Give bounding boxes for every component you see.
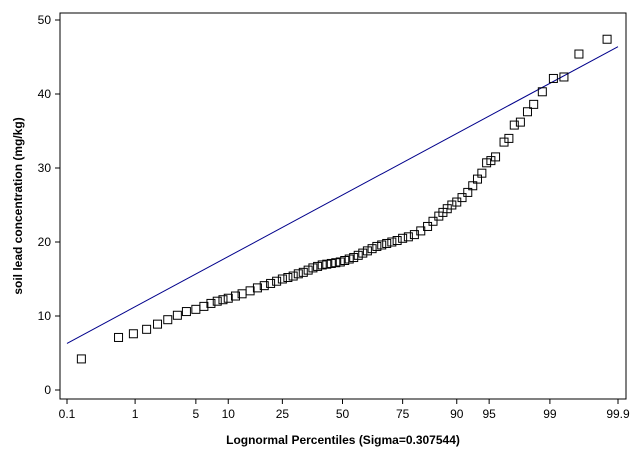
data-point xyxy=(398,233,408,243)
y-tick-label: 10 xyxy=(38,309,52,323)
data-point xyxy=(574,49,584,59)
fit-line-layer xyxy=(66,46,619,344)
data-point xyxy=(468,181,478,191)
data-point xyxy=(403,232,413,242)
data-point xyxy=(163,315,173,325)
data-point xyxy=(463,187,473,197)
data-point xyxy=(477,168,487,178)
data-point xyxy=(509,120,519,130)
data-point xyxy=(293,269,303,279)
data-point xyxy=(218,295,228,305)
data-point xyxy=(128,329,138,339)
data-point xyxy=(283,273,293,283)
data-point xyxy=(223,293,233,303)
data-point xyxy=(504,133,514,143)
x-tick-label: 5 xyxy=(193,407,200,421)
data-point xyxy=(559,72,569,82)
data-point xyxy=(382,238,392,248)
data-point xyxy=(142,324,152,334)
data-point xyxy=(457,193,467,203)
x-tick-label: 1 xyxy=(132,407,139,421)
data-point xyxy=(522,107,532,117)
x-tick-label: 0.1 xyxy=(59,407,76,421)
data-point xyxy=(313,261,323,271)
data-point xyxy=(181,307,191,317)
data-point xyxy=(349,253,359,263)
data-point xyxy=(245,286,255,296)
x-tick-label: 90 xyxy=(450,407,464,421)
data-point xyxy=(259,281,269,291)
y-tick-label: 20 xyxy=(38,235,52,249)
data-point xyxy=(199,301,209,311)
data-point xyxy=(252,283,262,293)
data-point xyxy=(367,244,377,254)
data-point xyxy=(529,99,539,109)
data-point xyxy=(303,265,313,275)
data-point xyxy=(447,200,457,210)
data-points-layer xyxy=(76,34,612,364)
data-point xyxy=(266,278,276,288)
x-tick-label: 50 xyxy=(336,407,350,421)
y-tick-label: 40 xyxy=(38,87,52,101)
data-point xyxy=(153,319,163,329)
data-point xyxy=(288,271,298,281)
data-point xyxy=(76,354,86,364)
data-point xyxy=(353,250,363,260)
data-point xyxy=(277,274,287,284)
data-point xyxy=(317,260,327,270)
data-point xyxy=(172,310,182,320)
x-tick-label: 25 xyxy=(276,407,290,421)
data-point xyxy=(428,216,438,226)
data-point xyxy=(377,240,387,250)
fit-line xyxy=(66,46,619,344)
x-axis-ticks: 0.1 1 5 10 25 50 75 90 95 99 99.9 xyxy=(59,399,630,421)
data-point xyxy=(206,298,216,308)
data-point xyxy=(548,73,558,83)
y-tick-label: 30 xyxy=(38,161,52,175)
y-axis-ticks: 0 10 20 30 40 50 xyxy=(38,13,60,397)
data-point xyxy=(491,152,501,162)
data-point xyxy=(387,237,397,247)
data-point xyxy=(322,259,332,269)
data-point xyxy=(362,246,372,256)
data-point xyxy=(392,236,402,246)
data-point xyxy=(114,332,124,342)
data-point xyxy=(602,34,612,44)
y-tick-label: 50 xyxy=(38,13,52,27)
data-point xyxy=(212,296,222,306)
x-tick-label: 99 xyxy=(543,407,557,421)
x-tick-label: 99.9 xyxy=(606,407,630,421)
data-point xyxy=(308,263,318,273)
data-point xyxy=(272,276,282,286)
data-point xyxy=(423,221,433,231)
data-point xyxy=(358,248,368,258)
data-point xyxy=(230,291,240,301)
data-point xyxy=(298,267,308,277)
data-point xyxy=(537,87,547,97)
y-axis-title: soil lead concentration (mg/kg) xyxy=(11,117,25,294)
x-tick-label: 95 xyxy=(482,407,496,421)
data-point xyxy=(191,304,201,314)
x-axis-title: Lognormal Percentiles (Sigma=0.307544) xyxy=(226,433,460,447)
plot-frame xyxy=(59,12,627,400)
y-tick-label: 0 xyxy=(44,383,51,397)
data-point xyxy=(515,117,525,127)
x-tick-label: 75 xyxy=(396,407,410,421)
x-tick-label: 10 xyxy=(222,407,236,421)
data-point xyxy=(372,241,382,251)
